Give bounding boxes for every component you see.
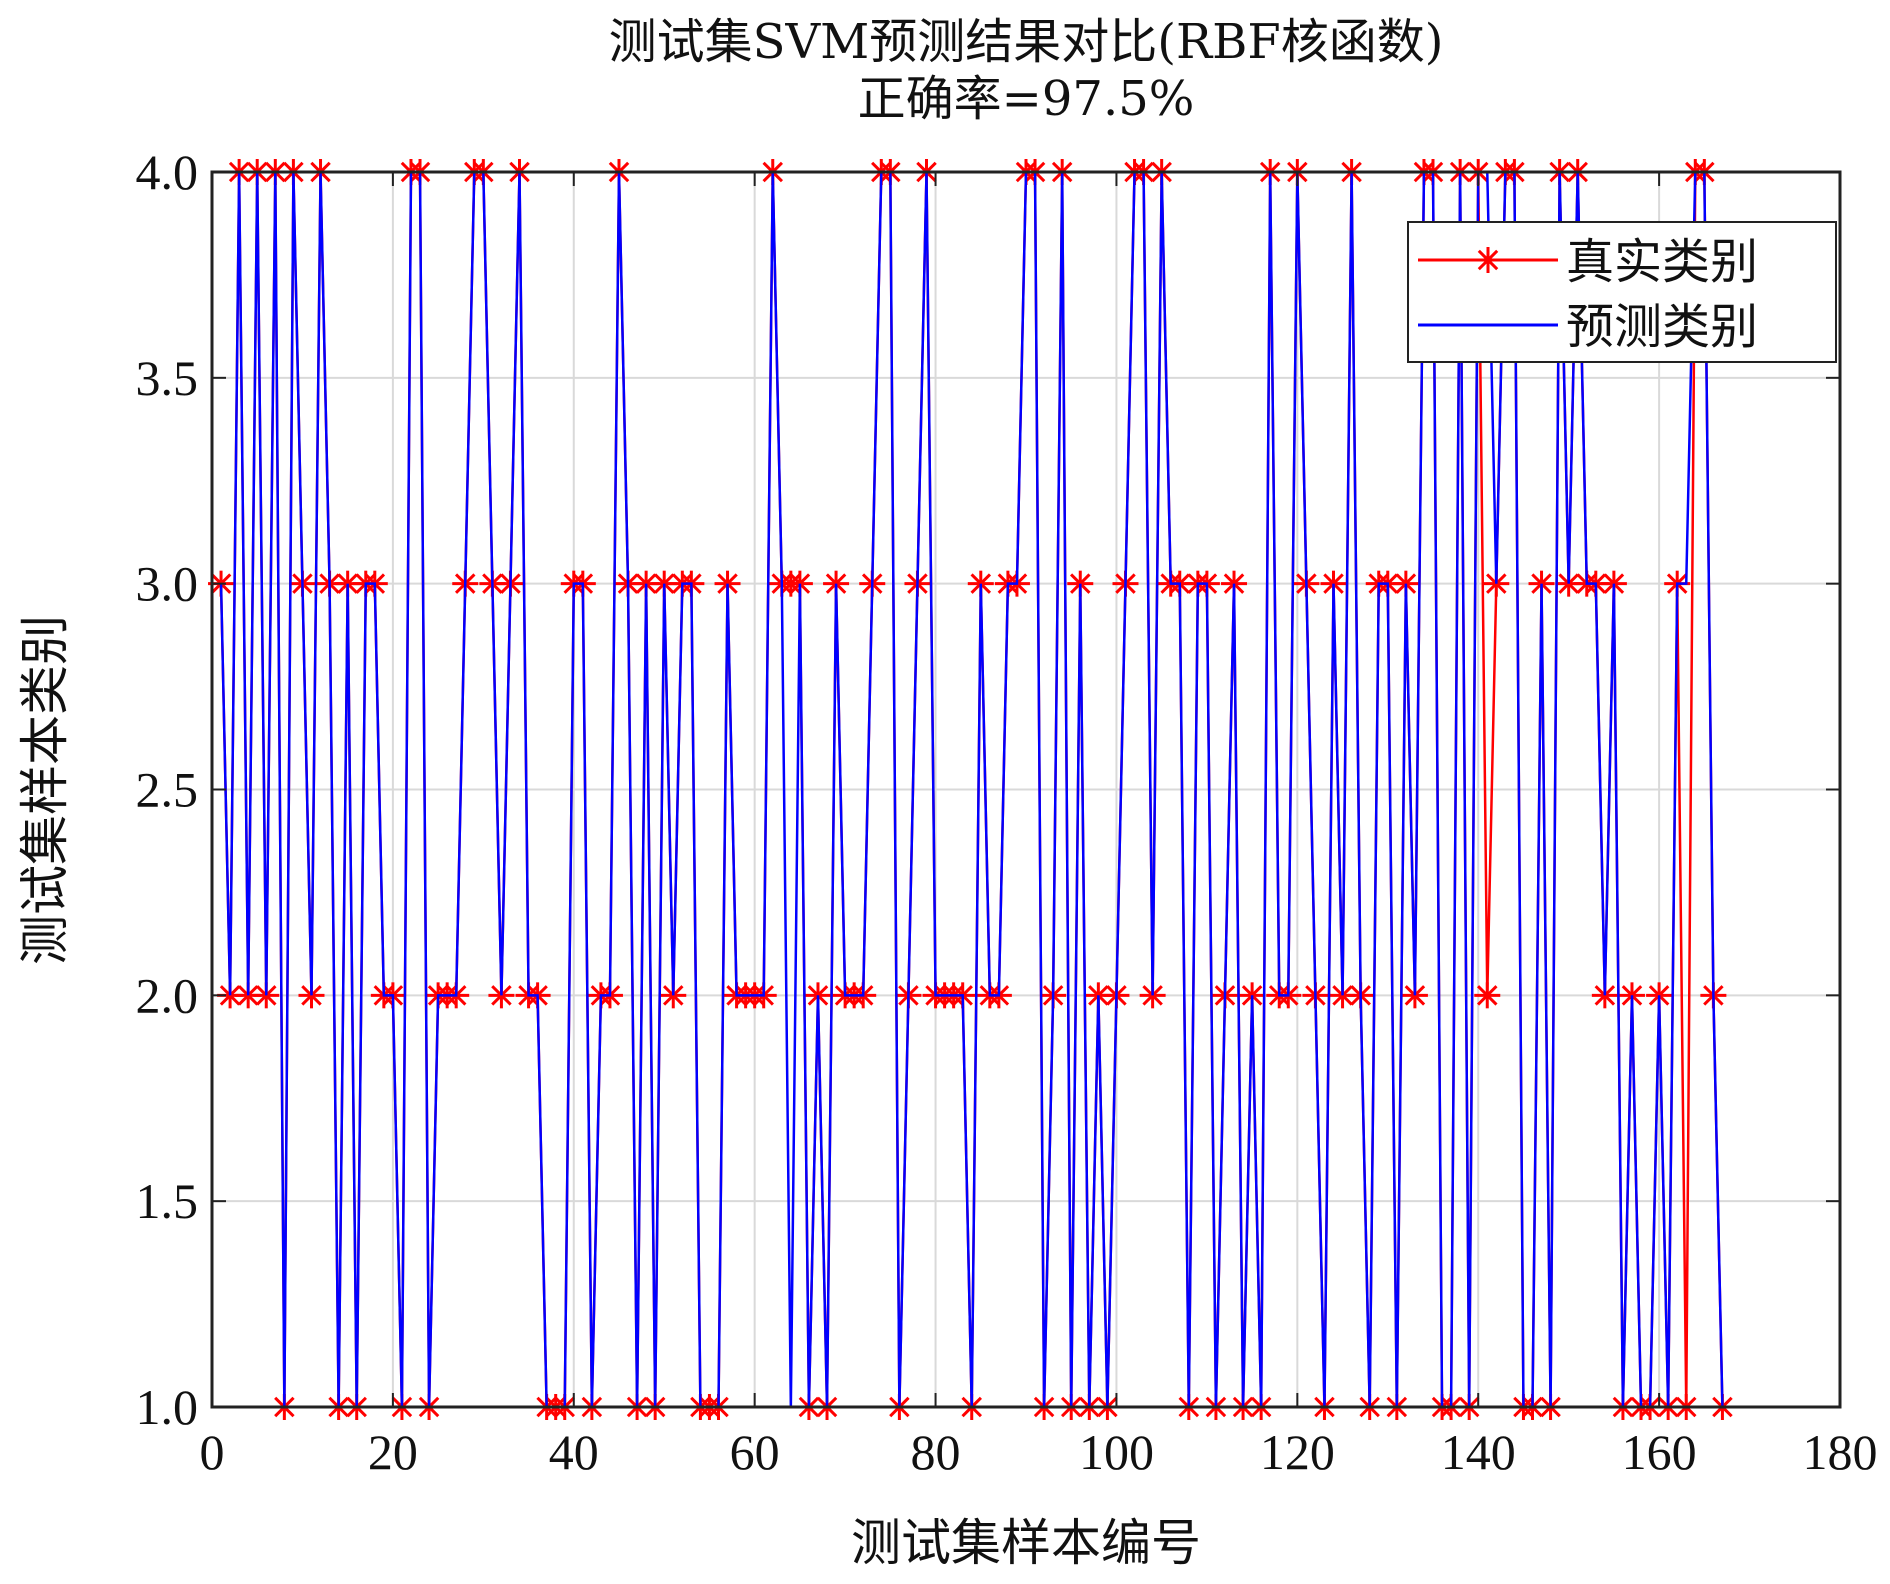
x-tick-label: 180 xyxy=(1803,1424,1878,1480)
y-tick-label: 3.0 xyxy=(136,556,199,612)
x-tick-label: 120 xyxy=(1260,1424,1335,1480)
x-tick-label: 100 xyxy=(1079,1424,1154,1480)
axis-ticks: 0 20 40 60 80 100 120 140 160 180 1.0 1.5 2.0 2.5 3.0 3… xyxy=(136,144,1878,1480)
x-tick-label: 60 xyxy=(730,1424,780,1480)
x-tick-label: 140 xyxy=(1441,1424,1516,1480)
x-tick-label: 0 xyxy=(200,1424,225,1480)
y-tick-label: 1.5 xyxy=(136,1173,199,1229)
y-tick-label: 2.0 xyxy=(136,967,199,1023)
x-tick-label: 20 xyxy=(368,1424,418,1480)
y-tick-label: 4.0 xyxy=(136,144,199,200)
legend: 真实类别 预测类别 xyxy=(1407,221,1837,363)
y-tick-label: 2.5 xyxy=(136,762,199,818)
legend-asterisk-icon xyxy=(1475,247,1501,273)
grid-lines xyxy=(212,172,1840,1407)
y-tick-label: 3.5 xyxy=(136,350,199,406)
chart-subtitle: 正确率=97.5% xyxy=(858,71,1195,127)
x-axis-label: 测试集样本编号 xyxy=(851,1514,1201,1572)
y-axis-label: 测试集样本类别 xyxy=(16,615,74,965)
legend-marker-true xyxy=(1475,247,1501,273)
x-tick-label: 80 xyxy=(911,1424,961,1480)
legend-label-true: 真实类别 xyxy=(1566,234,1758,290)
x-tick-label: 160 xyxy=(1622,1424,1697,1480)
chart-title: 测试集SVM预测结果对比(RBF核函数) xyxy=(609,14,1444,70)
series-true-point xyxy=(1474,982,1501,1009)
legend-box xyxy=(1407,221,1837,363)
legend-label-pred: 预测类别 xyxy=(1566,299,1758,355)
y-tick-label: 1.0 xyxy=(136,1379,199,1435)
x-tick-label: 40 xyxy=(549,1424,599,1480)
